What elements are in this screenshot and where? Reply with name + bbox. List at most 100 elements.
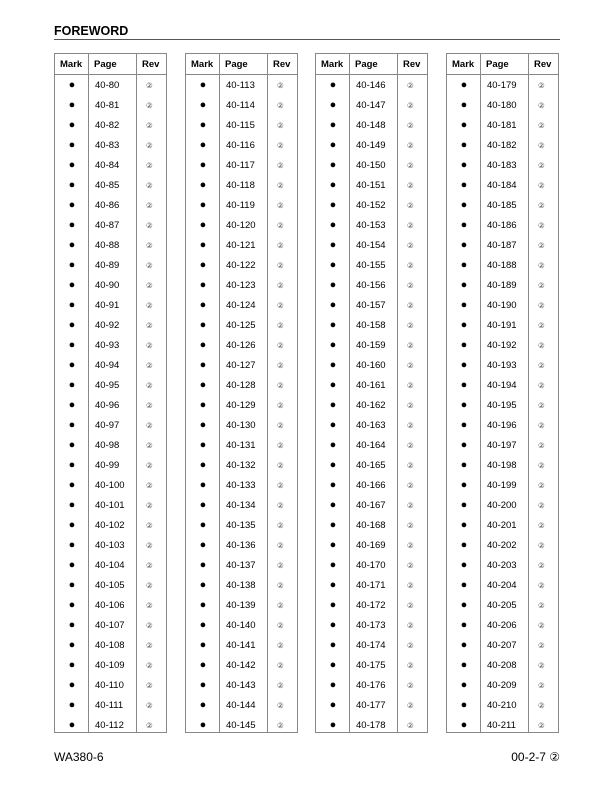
mark-bullet-icon: ● — [460, 679, 468, 691]
page-cell: 40-163 — [356, 419, 386, 431]
mark-bullet-icon: ● — [460, 519, 468, 531]
page-cell: 40-169 — [356, 539, 386, 551]
page-cell: 40-135 — [226, 519, 256, 531]
mark-bullet-icon: ● — [68, 559, 76, 571]
mark-bullet-icon: ● — [199, 639, 207, 651]
table-row: ● 40-169 ② — [316, 535, 427, 555]
page-cell: 40-179 — [487, 79, 517, 91]
page-cell: 40-101 — [95, 499, 125, 511]
table-row: ● 40-188 ② — [447, 255, 558, 275]
page-cell: 40-84 — [95, 159, 120, 171]
page-cell: 40-128 — [226, 379, 256, 391]
rev-cell: ② — [407, 380, 414, 390]
mark-bullet-icon: ● — [460, 539, 468, 551]
table-row: ● 40-146 ② — [316, 75, 427, 95]
mark-bullet-icon: ● — [329, 259, 337, 271]
mark-bullet-icon: ● — [68, 479, 76, 491]
column-divider — [267, 74, 268, 732]
page-cell: 40-93 — [95, 339, 120, 351]
table-row: ● 40-183 ② — [447, 155, 558, 175]
rev-cell: ② — [407, 440, 414, 450]
page-cell: 40-208 — [487, 659, 517, 671]
rev-cell: ② — [146, 360, 153, 370]
rev-cell: ② — [146, 120, 153, 130]
table-row: ● 40-140 ② — [186, 615, 297, 635]
rev-cell: ② — [538, 520, 545, 530]
rev-cell: ② — [538, 480, 545, 490]
table-row: ● 40-185 ② — [447, 195, 558, 215]
page-cell: 40-210 — [487, 699, 517, 711]
mark-bullet-icon: ● — [329, 379, 337, 391]
mark-bullet-icon: ● — [329, 219, 337, 231]
page-cell: 40-167 — [356, 499, 386, 511]
mark-bullet-icon: ● — [199, 319, 207, 331]
mark-bullet-icon: ● — [199, 219, 207, 231]
table-row: ● 40-192 ② — [447, 335, 558, 355]
page-cell: 40-117 — [226, 159, 255, 171]
page-cell: 40-109 — [95, 659, 125, 671]
table-row: ● 40-151 ② — [316, 175, 427, 195]
table-row: ● 40-101 ② — [55, 495, 166, 515]
rev-cell: ② — [407, 580, 414, 590]
page-cell: 40-190 — [487, 299, 517, 311]
rev-cell: ② — [277, 460, 284, 470]
table-row: ● 40-80 ② — [55, 75, 166, 95]
table-row: ● 40-196 ② — [447, 415, 558, 435]
rev-cell: ② — [146, 560, 153, 570]
mark-bullet-icon: ● — [68, 359, 76, 371]
table-row: ● 40-152 ② — [316, 195, 427, 215]
mark-bullet-icon: ● — [329, 619, 337, 631]
table-row: ● 40-198 ② — [447, 455, 558, 475]
table-row: ● 40-154 ② — [316, 235, 427, 255]
table-row: ● 40-117 ② — [186, 155, 297, 175]
table-row: ● 40-148 ② — [316, 115, 427, 135]
table-row: ● 40-105 ② — [55, 575, 166, 595]
column-divider — [88, 74, 89, 732]
table-row: ● 40-208 ② — [447, 655, 558, 675]
column-divider — [480, 74, 481, 732]
mark-bullet-icon: ● — [329, 279, 337, 291]
table-row: ● 40-122 ② — [186, 255, 297, 275]
rev-cell: ② — [146, 320, 153, 330]
rev-cell: ② — [146, 340, 153, 350]
header-mark: Mark — [447, 54, 481, 74]
table-row: ● 40-156 ② — [316, 275, 427, 295]
page-cell: 40-192 — [487, 339, 517, 351]
mark-bullet-icon: ● — [460, 219, 468, 231]
mark-bullet-icon: ● — [329, 339, 337, 351]
table-row: ● 40-127 ② — [186, 355, 297, 375]
page-cell: 40-207 — [487, 639, 517, 651]
table-row: ● 40-209 ② — [447, 675, 558, 695]
table-row: ● 40-204 ② — [447, 575, 558, 595]
mark-bullet-icon: ● — [460, 279, 468, 291]
rev-cell: ② — [277, 400, 284, 410]
rev-cell: ② — [407, 220, 414, 230]
page-cell: 40-195 — [487, 399, 517, 411]
mark-bullet-icon: ● — [68, 199, 76, 211]
table-row: ● 40-81 ② — [55, 95, 166, 115]
mark-bullet-icon: ● — [329, 119, 337, 131]
page-cell: 40-199 — [487, 479, 517, 491]
page-cell: 40-111 — [95, 699, 124, 711]
table-header: Mark Page Rev — [55, 54, 166, 75]
mark-bullet-icon: ● — [199, 499, 207, 511]
rev-cell: ② — [407, 600, 414, 610]
mark-bullet-icon: ● — [329, 519, 337, 531]
table-row: ● 40-93 ② — [55, 335, 166, 355]
table-row: ● 40-163 ② — [316, 415, 427, 435]
page-cell: 40-122 — [226, 259, 256, 271]
table-row: ● 40-165 ② — [316, 455, 427, 475]
mark-bullet-icon: ● — [329, 239, 337, 251]
rev-cell: ② — [538, 380, 545, 390]
mark-bullet-icon: ● — [460, 259, 468, 271]
table-row: ● 40-161 ② — [316, 375, 427, 395]
page-cell: 40-209 — [487, 679, 517, 691]
mark-bullet-icon: ● — [329, 499, 337, 511]
rev-cell: ② — [407, 680, 414, 690]
table-row: ● 40-142 ② — [186, 655, 297, 675]
mark-bullet-icon: ● — [329, 439, 337, 451]
rev-cell: ② — [146, 620, 153, 630]
mark-bullet-icon: ● — [68, 339, 76, 351]
rev-cell: ② — [407, 160, 414, 170]
mark-bullet-icon: ● — [329, 659, 337, 671]
